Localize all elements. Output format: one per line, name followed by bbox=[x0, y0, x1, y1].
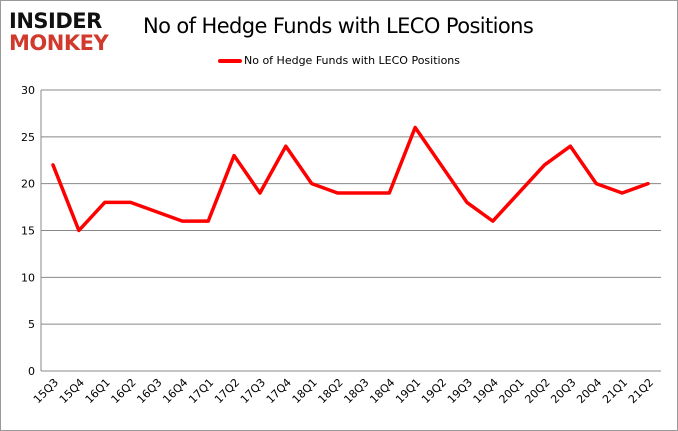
x-tick-label: 20Q4 bbox=[574, 376, 604, 406]
legend-swatch bbox=[218, 58, 242, 63]
x-tick-label: 16Q2 bbox=[109, 376, 139, 406]
logo-line1: INSIDER bbox=[9, 9, 102, 33]
x-tick-label: 18Q1 bbox=[290, 376, 320, 406]
logo-line2: MONKEY bbox=[9, 31, 109, 55]
x-tick-label: 16Q3 bbox=[134, 376, 164, 406]
x-tick-label: 20Q1 bbox=[497, 376, 527, 406]
x-tick-label: 18Q4 bbox=[367, 376, 397, 406]
y-tick-label: 5 bbox=[28, 318, 35, 331]
legend-label: No of Hedge Funds with LECO Positions bbox=[244, 54, 461, 67]
y-tick-label: 30 bbox=[21, 84, 35, 97]
y-tick-label: 20 bbox=[21, 178, 35, 191]
x-tick-label: 16Q4 bbox=[160, 376, 190, 406]
x-tick-label: 20Q2 bbox=[522, 376, 552, 406]
x-tick-label: 18Q2 bbox=[316, 376, 346, 406]
x-tick-label: 19Q3 bbox=[445, 376, 475, 406]
x-tick-label: 19Q4 bbox=[471, 376, 501, 406]
x-tick-label: 21Q1 bbox=[600, 376, 630, 406]
x-tick-label: 17Q4 bbox=[264, 376, 294, 406]
y-tick-label: 0 bbox=[28, 365, 35, 378]
x-tick-label: 19Q2 bbox=[419, 376, 449, 406]
x-tick-label: 19Q1 bbox=[393, 376, 423, 406]
x-tick-label: 18Q3 bbox=[341, 376, 371, 406]
legend: No of Hedge Funds with LECO Positions bbox=[218, 54, 460, 67]
y-tick-label: 10 bbox=[21, 271, 35, 284]
x-tick-label: 21Q2 bbox=[626, 376, 656, 406]
x-tick-label: 17Q1 bbox=[186, 376, 216, 406]
series-line bbox=[51, 125, 650, 233]
x-tick-label: 17Q2 bbox=[212, 376, 242, 406]
y-tick-label: 15 bbox=[21, 225, 35, 238]
x-tick-label: 20Q3 bbox=[548, 376, 578, 406]
x-tick-label: 15Q4 bbox=[57, 376, 87, 406]
x-tick-label: 15Q3 bbox=[31, 376, 61, 406]
x-tick-label: 17Q3 bbox=[238, 376, 268, 406]
x-tick-label: 16Q1 bbox=[83, 376, 113, 406]
chart-title: No of Hedge Funds with LECO Positions bbox=[143, 14, 534, 38]
y-tick-label: 25 bbox=[21, 131, 35, 144]
insider-monkey-logo: INSIDER MONKEY bbox=[9, 9, 109, 55]
